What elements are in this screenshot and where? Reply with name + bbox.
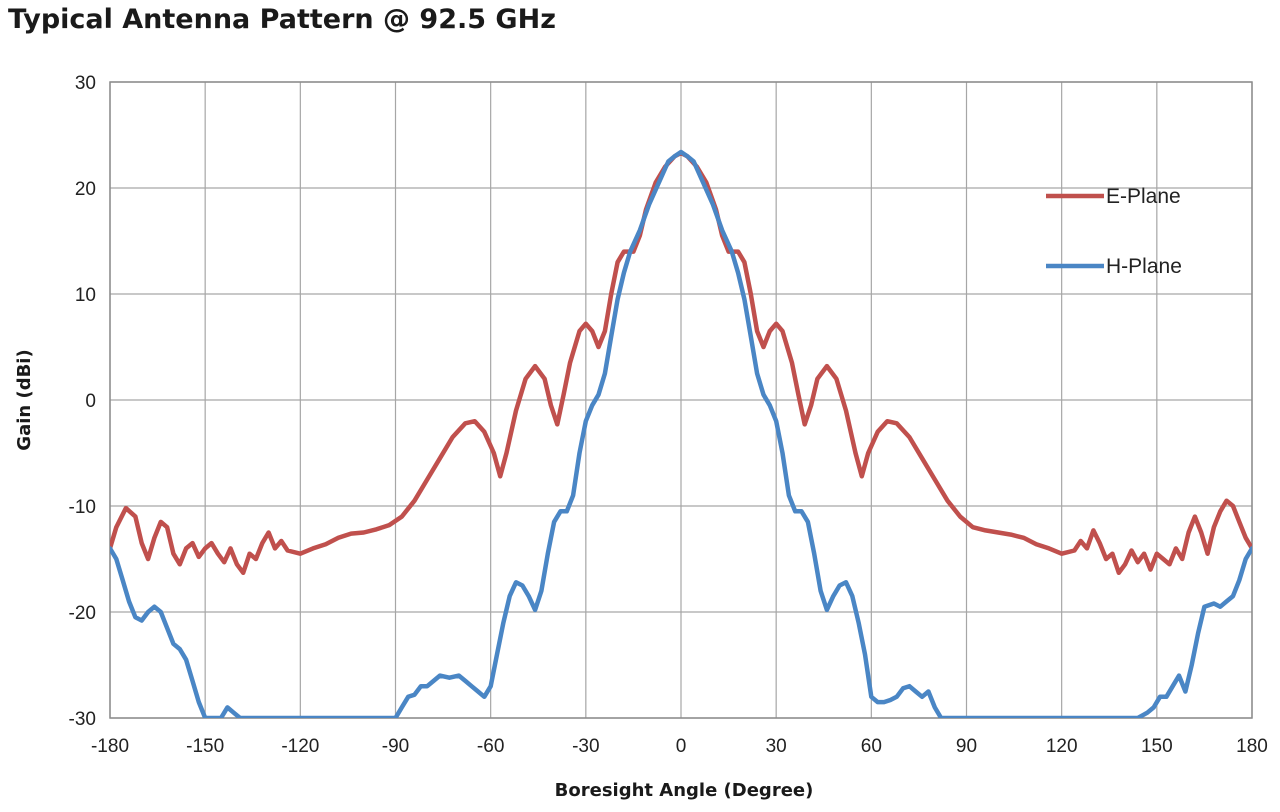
- grid-lines: [109, 81, 1253, 719]
- x-tick-label: -30: [572, 736, 599, 757]
- x-tick-label: -150: [186, 736, 224, 757]
- y-tick-label: 10: [75, 285, 96, 306]
- y-tick-label: -20: [69, 603, 96, 624]
- y-tick-label: -30: [69, 709, 96, 730]
- y-tick-label: -10: [69, 497, 96, 518]
- y-tick-labels: -30 -20 -10 0 10 20 30: [69, 73, 96, 730]
- plot-frame: [109, 81, 1253, 719]
- x-tick-labels: -180 -150 -120 -90 -60 -30 0 30 60 90 120 150 180: [91, 736, 1268, 757]
- y-tick-label: 20: [75, 179, 96, 200]
- series-lines: [110, 149, 1252, 718]
- x-tick-label: -90: [382, 736, 409, 757]
- legend-label-h-plane: H-Plane: [1106, 255, 1182, 278]
- x-tick-label: 120: [1046, 736, 1078, 757]
- x-tick-label: 90: [956, 736, 977, 757]
- legend-label-e-plane: E-Plane: [1106, 185, 1181, 208]
- x-tick-label: 60: [861, 736, 882, 757]
- legend: E-Plane H-Plane: [1046, 185, 1182, 278]
- series-line-h-plane: [110, 149, 1252, 718]
- x-tick-label: 180: [1236, 736, 1268, 757]
- y-tick-label: 30: [75, 73, 96, 94]
- y-axis-title: Gain (dBi): [14, 349, 35, 450]
- x-tick-label: 150: [1141, 736, 1173, 757]
- x-tick-label: -180: [91, 736, 129, 757]
- y-tick-label: 0: [85, 391, 96, 412]
- x-tick-label: 30: [766, 736, 787, 757]
- x-tick-label: -60: [477, 736, 504, 757]
- x-tick-label: 0: [676, 736, 687, 757]
- chart-title: Typical Antenna Pattern @ 92.5 GHz: [8, 4, 556, 35]
- x-axis-title: Boresight Angle (Degree): [555, 780, 814, 801]
- x-tick-label: -120: [281, 736, 319, 757]
